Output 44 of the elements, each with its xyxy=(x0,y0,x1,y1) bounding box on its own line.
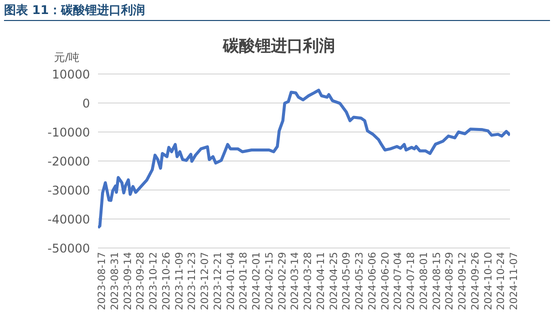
x-tick-label: 2024-01-04 xyxy=(226,252,237,310)
x-tick-label: 2023-11-23 xyxy=(187,252,198,310)
x-tick-label: 2024-06-06 xyxy=(367,252,378,310)
x-tick-label: 2024-04-11 xyxy=(316,252,327,310)
x-tick-label: 2024-10-10 xyxy=(483,252,494,310)
x-tick-label: 2024-03-28 xyxy=(303,252,314,310)
x-tick-label: 2024-02-15 xyxy=(264,252,276,310)
x-tick-label: 2024-06-20 xyxy=(380,252,392,310)
x-tick-label: 2024-08-29 xyxy=(444,252,456,310)
x-tick-label: 2024-09-12 xyxy=(458,252,469,310)
chart-subtitle: 碳酸锂进口利润 xyxy=(223,36,335,55)
x-tick-label: 2024-05-23 xyxy=(354,252,366,310)
x-tick-label: 2023-10-12 xyxy=(148,252,160,310)
y-tick-label: -50000 xyxy=(47,241,90,256)
y-tick-label: -30000 xyxy=(47,183,90,198)
x-tick-label: 2023-08-17 xyxy=(97,252,108,310)
y-tick-label: 10000 xyxy=(52,67,90,82)
x-tick-label: 2023-09-28 xyxy=(136,252,147,310)
x-tick-label: 2023-11-09 xyxy=(174,252,186,310)
x-tick-label: 2024-01-18 xyxy=(238,252,250,310)
line-series xyxy=(98,88,510,230)
x-tick-label: 2023-09-14 xyxy=(122,252,134,310)
x-tick-label: 2023-12-07 xyxy=(200,252,212,310)
x-tick-label: 2024-10-24 xyxy=(496,252,508,310)
y-tick-label: -20000 xyxy=(47,154,90,168)
x-tick-label: 2024-09-26 xyxy=(470,252,482,310)
x-tick-label: 2024-02-01 xyxy=(252,252,263,310)
y-tick-label: -40000 xyxy=(47,212,90,226)
x-tick-label: 2024-05-09 xyxy=(342,252,353,310)
y-axis-title: 元/吨 xyxy=(54,50,80,65)
y-tick-label: 0 xyxy=(82,96,90,110)
x-tick-label: 2024-08-01 xyxy=(418,252,430,310)
chart-title: 图表 11：碳酸锂进口利润 xyxy=(4,2,550,21)
x-tick-label: 2024-04-25 xyxy=(328,252,340,310)
x-tick-label: 2024-07-18 xyxy=(406,252,418,310)
x-tick-label: 2024-03-14 xyxy=(290,252,302,310)
x-tick-label: 2024-11-07 xyxy=(509,252,520,310)
x-tick-label: 2024-02-29 xyxy=(277,252,288,310)
x-tick-label: 2024-07-04 xyxy=(393,252,404,310)
x-tick-label: 2024-08-15 xyxy=(432,252,443,310)
x-tick-label: 2023-08-31 xyxy=(110,252,121,310)
x-tick-label: 2023-10-26 xyxy=(161,252,172,310)
y-tick-label: -10000 xyxy=(47,125,90,140)
x-tick-label: 2023-12-21 xyxy=(212,252,224,310)
